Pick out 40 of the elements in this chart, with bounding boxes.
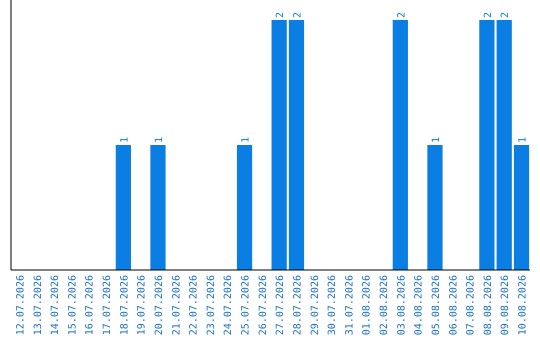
- x-tick-label: 28.07.2026: [292, 275, 304, 336]
- x-tick-label: 30.07.2026: [327, 275, 338, 336]
- x-tick-label: 03.08.2026: [396, 275, 408, 336]
- x-tick-label: 02.08.2026: [379, 275, 390, 336]
- x-tick-label: 23.07.2026: [206, 275, 217, 336]
- x-tick-label: 22.07.2026: [188, 275, 200, 336]
- x-tick-label: 10.08.2026: [518, 275, 529, 336]
- data-label: 1: [240, 136, 252, 143]
- x-tick-label: 27.07.2026: [275, 275, 286, 336]
- data-label: 2: [275, 12, 286, 18]
- data-label: 2: [396, 12, 408, 18]
- x-tick-label: 08.08.2026: [482, 275, 494, 336]
- x-tick-label: 16.07.2026: [84, 275, 96, 336]
- x-tick-label: 14.07.2026: [50, 275, 62, 336]
- x-tick-label: 09.08.2026: [500, 275, 512, 336]
- x-tick-label: 19.07.2026: [136, 275, 148, 336]
- x-tick-label: 07.08.2026: [466, 275, 477, 336]
- x-tick-label: 17.07.2026: [102, 275, 114, 336]
- x-tick-label: 01.08.2026: [362, 275, 373, 336]
- x-tick-label: 20.07.2026: [154, 275, 165, 336]
- data-label: 1: [430, 136, 442, 143]
- x-tick-label: 25.07.2026: [240, 275, 252, 336]
- data-label: 1: [518, 136, 529, 143]
- x-tick-label: 12.07.2026: [15, 275, 26, 336]
- x-tick-label: 04.08.2026: [414, 275, 425, 336]
- x-tick-label: 26.07.2026: [258, 275, 269, 336]
- x-tick-label: 06.08.2026: [448, 275, 460, 336]
- data-label: 2: [482, 12, 494, 18]
- x-tick-label: 18.07.2026: [119, 275, 130, 336]
- x-tick-label: 05.08.2026: [430, 275, 442, 336]
- x-tick-label: 24.07.2026: [223, 275, 234, 336]
- x-tick-label: 15.07.2026: [67, 275, 78, 336]
- x-tick-label: 21.07.2026: [171, 275, 182, 336]
- data-label: 1: [119, 136, 130, 143]
- x-tick-label: 29.07.2026: [310, 275, 321, 336]
- data-label: 1: [154, 136, 165, 143]
- data-label: 2: [500, 12, 512, 18]
- x-tick-label: 13.07.2026: [32, 275, 44, 336]
- x-tick-label: 31.07.2026: [344, 275, 356, 336]
- data-label: 2: [292, 12, 304, 18]
